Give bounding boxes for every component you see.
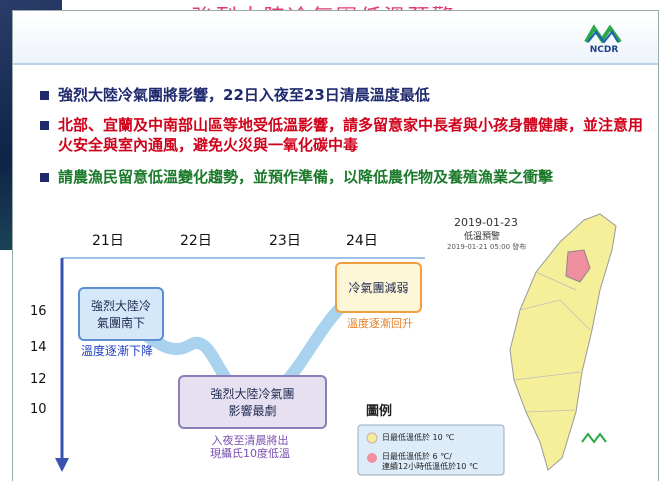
logo-text: NCDR — [590, 45, 619, 54]
map-borders — [513, 271, 591, 413]
bullet-marker — [40, 173, 49, 182]
stage-label: 強烈大陸冷氣團 — [210, 387, 295, 401]
bullet-text: 請農漁民留意低溫變化趨勢，並預作準備，以降低農作物及養殖漁業之衝擊 — [58, 168, 554, 186]
taiwan-map — [509, 213, 617, 471]
map-region-severe — [565, 249, 591, 283]
stage-note: 溫度逐漸回升 — [347, 317, 413, 330]
day-label: 23日 — [269, 233, 301, 249]
bullet-text: 強烈大陸冷氣團將影響，22日入夜至23日清晨溫度最低 — [58, 86, 430, 104]
stage-label: 冷氣團減弱 — [348, 281, 409, 295]
bullet-marker — [40, 121, 49, 130]
stage-note-line: 入夜至清晨將出 — [211, 434, 289, 447]
legend-swatch — [367, 453, 377, 463]
temp-label: 16 — [30, 304, 47, 319]
stage-box: 冷氣團減弱 — [335, 262, 422, 313]
day-label: 24日 — [346, 233, 378, 249]
legend-swatch — [366, 432, 378, 444]
stage-note: 入夜至清晨將出 現攝氏10度低溫 — [195, 434, 305, 460]
temp-label: 14 — [30, 340, 47, 355]
stage-label: 影響最劇 — [228, 404, 277, 418]
legend-line: 連續12小時低溫低於10 ℃ — [382, 462, 478, 471]
stage-label: 強烈大陸冷 — [90, 299, 151, 313]
legend-title: 圖例 — [366, 404, 393, 419]
legend-box — [357, 424, 505, 476]
stage-label: 氣團南下 — [96, 316, 145, 330]
temp-label: 10 — [30, 402, 47, 417]
stage-note: 溫度逐漸下降 — [80, 344, 153, 358]
legend-line: 日最低溫低於 6 ℃/ — [382, 452, 452, 461]
title-band — [13, 11, 658, 65]
logo: NCDR — [584, 24, 622, 54]
legend-item: 日最低溫低於 6 ℃/ 連續12小時低溫低於10 ℃ — [382, 452, 478, 472]
stage-note-line: 現攝氏10度低溫 — [210, 447, 290, 460]
map-issued: 2019-01-21 05:00 發布 — [447, 243, 527, 251]
small-logo — [581, 432, 607, 444]
bullet-marker — [40, 91, 49, 100]
bullet-text: 北部、宜蘭及中南部山區等地受低溫影響，請多留意家中長者與小孩身體健康，並注意用火… — [58, 116, 644, 154]
temp-label: 12 — [30, 372, 47, 387]
arrow-head — [55, 458, 69, 472]
stage-box: 強烈大陸冷氣團 影響最劇 — [178, 375, 327, 429]
map-date: 2019-01-23 — [454, 216, 518, 229]
day-label: 21日 — [92, 233, 124, 249]
map-subtitle: 低溫預警 — [464, 232, 501, 242]
legend-item: 日最低溫低於 10 ℃ — [382, 433, 455, 442]
day-label: 22日 — [180, 233, 212, 249]
stage-box: 強烈大陸冷 氣團南下 — [78, 287, 164, 341]
